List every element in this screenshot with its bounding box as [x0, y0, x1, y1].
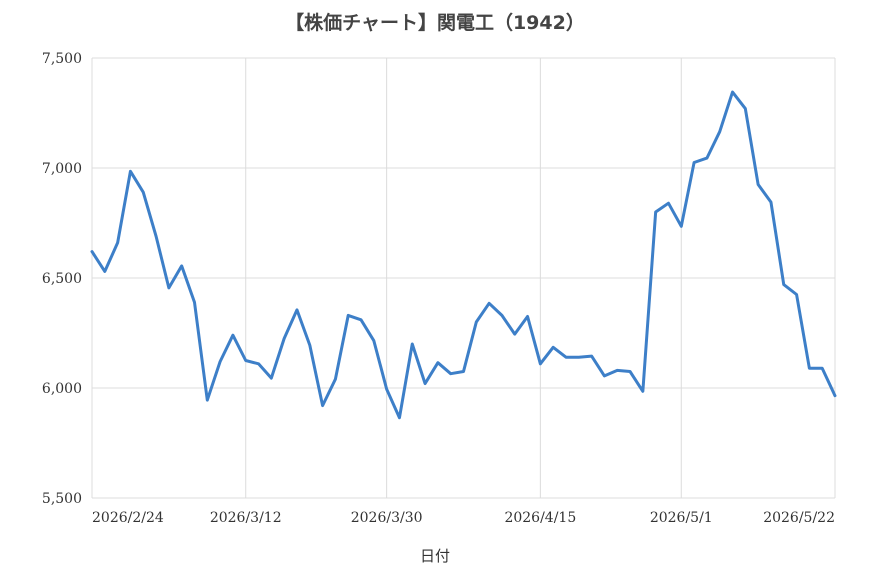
y-tick-label: 7,000 [42, 161, 82, 177]
data-point [463, 371, 464, 372]
x-tick-label: 2026/5/22 [763, 510, 835, 526]
data-point [835, 395, 836, 396]
data-point [527, 316, 528, 317]
y-tick-label: 6,500 [42, 271, 82, 287]
data-point [540, 363, 541, 364]
x-tick-label: 2026/5/1 [650, 510, 713, 526]
x-axis-label: 日付 [419, 547, 450, 565]
data-point [258, 363, 259, 364]
data-point [553, 347, 554, 348]
data-point [578, 357, 579, 358]
data-point [822, 368, 823, 369]
data-point [655, 212, 656, 213]
data-point [143, 192, 144, 193]
series-layer [90, 90, 837, 420]
data-point [565, 357, 566, 358]
data-point [361, 319, 362, 320]
data-point [630, 371, 631, 372]
data-point [130, 171, 131, 172]
data-point [745, 108, 746, 109]
data-point [642, 391, 643, 392]
data-point [425, 383, 426, 384]
data-point [591, 356, 592, 357]
y-tick-label: 5,500 [42, 491, 82, 507]
data-point [719, 131, 720, 132]
y-axis-ticks: 5,500 6,000 6,500 7,000 7,500 [42, 51, 82, 507]
data-point [399, 417, 400, 418]
y-tick-label: 7,500 [42, 51, 82, 67]
grid [91, 57, 836, 499]
data-point [220, 361, 221, 362]
data-point [335, 379, 336, 380]
data-point [450, 373, 451, 374]
data-point [181, 265, 182, 266]
data-point [168, 287, 169, 288]
y-tick-label: 6,000 [42, 381, 82, 397]
x-tick-label: 2026/3/30 [351, 510, 423, 526]
data-point [309, 345, 310, 346]
data-point [681, 226, 682, 227]
data-point [809, 368, 810, 369]
data-point [296, 309, 297, 310]
data-point [783, 284, 784, 285]
data-point [668, 203, 669, 204]
data-point [245, 360, 246, 361]
data-point [348, 315, 349, 316]
price-line [90, 90, 837, 420]
data-point [284, 338, 285, 339]
data-point [437, 362, 438, 363]
data-point [617, 370, 618, 371]
data-point [489, 303, 490, 304]
data-point [271, 378, 272, 379]
data-point [501, 315, 502, 316]
data-point [706, 158, 707, 159]
data-point [207, 400, 208, 401]
data-point [117, 242, 118, 243]
data-point [796, 294, 797, 295]
x-tick-label: 2026/2/24 [92, 510, 164, 526]
data-point [322, 405, 323, 406]
data-point [156, 236, 157, 237]
data-point [412, 344, 413, 345]
data-point [232, 335, 233, 336]
x-tick-label: 2026/3/12 [210, 510, 282, 526]
data-point [92, 251, 93, 252]
data-point [104, 271, 105, 272]
data-point [386, 389, 387, 390]
data-point [770, 202, 771, 203]
data-point [758, 184, 759, 185]
data-point [476, 322, 477, 323]
data-point [604, 375, 605, 376]
data-point [514, 334, 515, 335]
data-point [732, 92, 733, 93]
x-tick-label: 2026/4/15 [504, 510, 576, 526]
data-point [194, 302, 195, 303]
chart-title: 【株価チャート】関電工（1942） [285, 12, 585, 34]
x-axis-ticks: 2026/2/24 2026/3/12 2026/3/30 2026/4/15 2026… [92, 510, 835, 526]
data-point [694, 162, 695, 163]
data-point [373, 340, 374, 341]
